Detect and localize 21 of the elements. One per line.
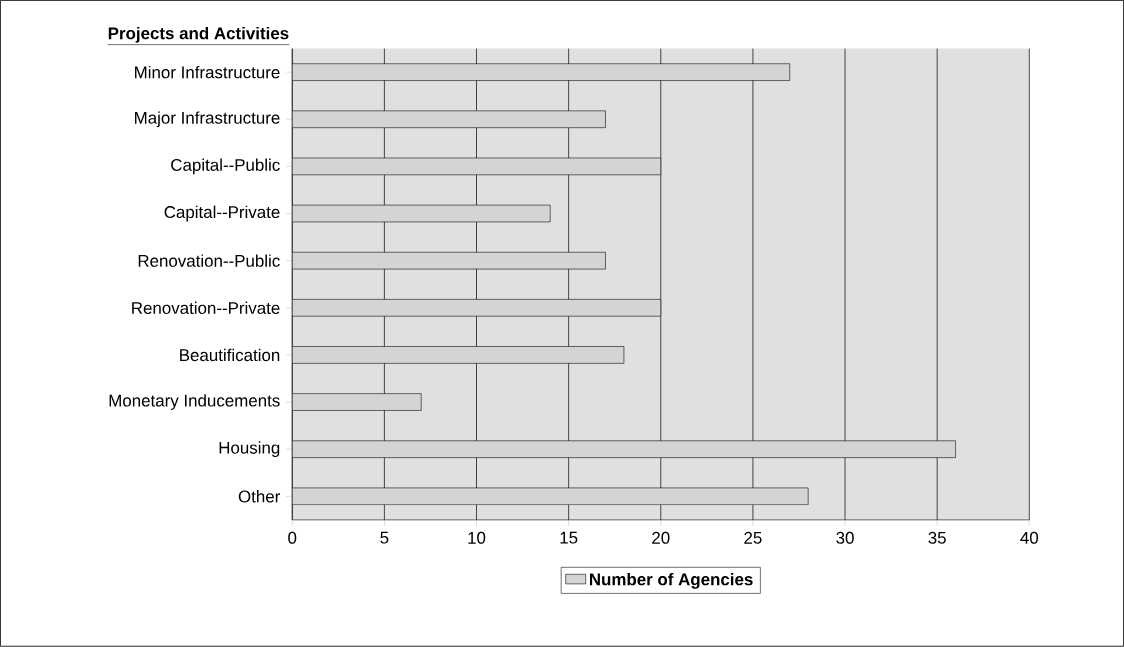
y-tick-label: Minor Infrastructure [135, 66, 280, 79]
y-tick-label: Renovation--Private [132, 301, 280, 315]
y-tick-label: Renovation--Public [138, 254, 280, 268]
x-tick-label: 20 [652, 532, 670, 544]
x-tick-label: 5 [380, 532, 389, 544]
y-axis-title: Projects and Activities [108, 27, 289, 43]
x-tick-label: 10 [468, 532, 486, 544]
y-tick-label: Monetary Inducements [109, 394, 280, 411]
x-tick-label: 40 [1020, 532, 1039, 544]
x-tick-label: 25 [744, 532, 762, 544]
y-tick-label: Beautification [180, 348, 280, 362]
y-tick-label: Capital--Public [171, 158, 280, 175]
x-tick-label: 0 [288, 532, 297, 544]
y-tick-label: Other [238, 490, 281, 503]
text: Number of Agencies [589, 573, 753, 589]
y-tick-label: Housing [219, 441, 280, 458]
y-tick-label: Major Infrastructure [135, 111, 280, 128]
x-tick-label: 35 [928, 532, 946, 544]
y-tick-label: Capital--Private [164, 205, 280, 222]
x-tick-label: 30 [836, 532, 854, 544]
x-tick-label: 15 [560, 532, 578, 544]
